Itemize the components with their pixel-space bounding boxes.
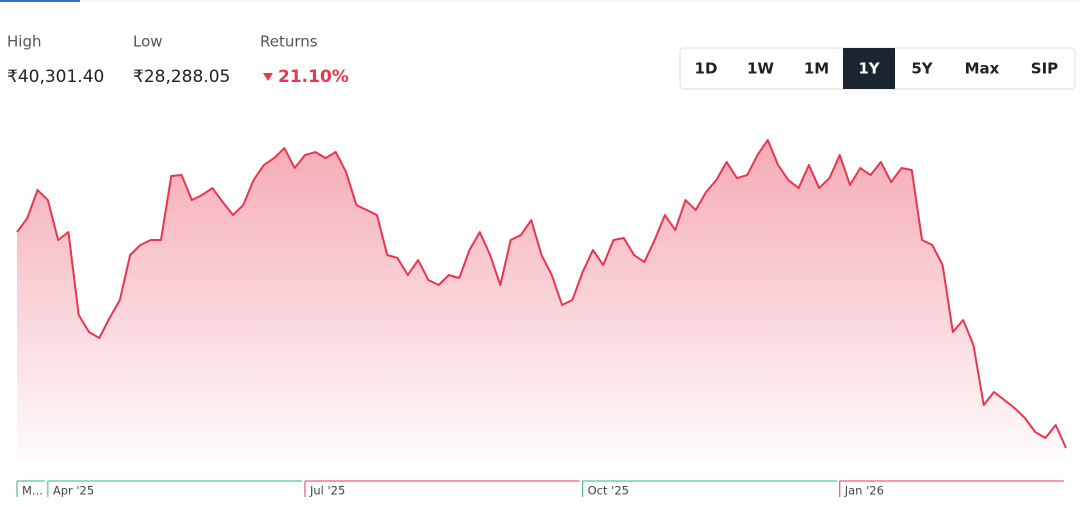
range-button[interactable]: 5Y xyxy=(911,60,933,78)
range-button-active[interactable] xyxy=(843,48,895,89)
stat-value: ₹28,288.05 xyxy=(133,67,230,87)
x-tick-label: Jan '26 xyxy=(844,484,884,498)
stat-label: Returns xyxy=(260,33,318,51)
range-button[interactable]: SIP xyxy=(1031,60,1058,78)
range-button[interactable]: 1W xyxy=(747,60,774,78)
tab-indicator xyxy=(0,0,80,2)
x-tick-label: Oct '25 xyxy=(588,484,629,498)
x-tick-label: M... xyxy=(22,484,43,498)
x-tick-label: Apr '25 xyxy=(53,484,94,498)
range-button[interactable]: 1M xyxy=(804,60,829,78)
stat-value: 21.10% xyxy=(278,67,349,87)
price-line xyxy=(16,139,1067,449)
range-button[interactable]: 1Y xyxy=(858,60,880,78)
stat-value: ₹40,301.40 xyxy=(7,67,104,87)
x-tick-label: Jul '25 xyxy=(309,484,345,498)
stat-label: High xyxy=(7,33,41,51)
stat-label: Low xyxy=(133,33,163,51)
range-button[interactable]: Max xyxy=(965,60,1000,78)
range-button[interactable]: 1D xyxy=(695,60,718,78)
down-arrow-icon xyxy=(263,73,273,81)
area-fill xyxy=(17,140,1066,460)
